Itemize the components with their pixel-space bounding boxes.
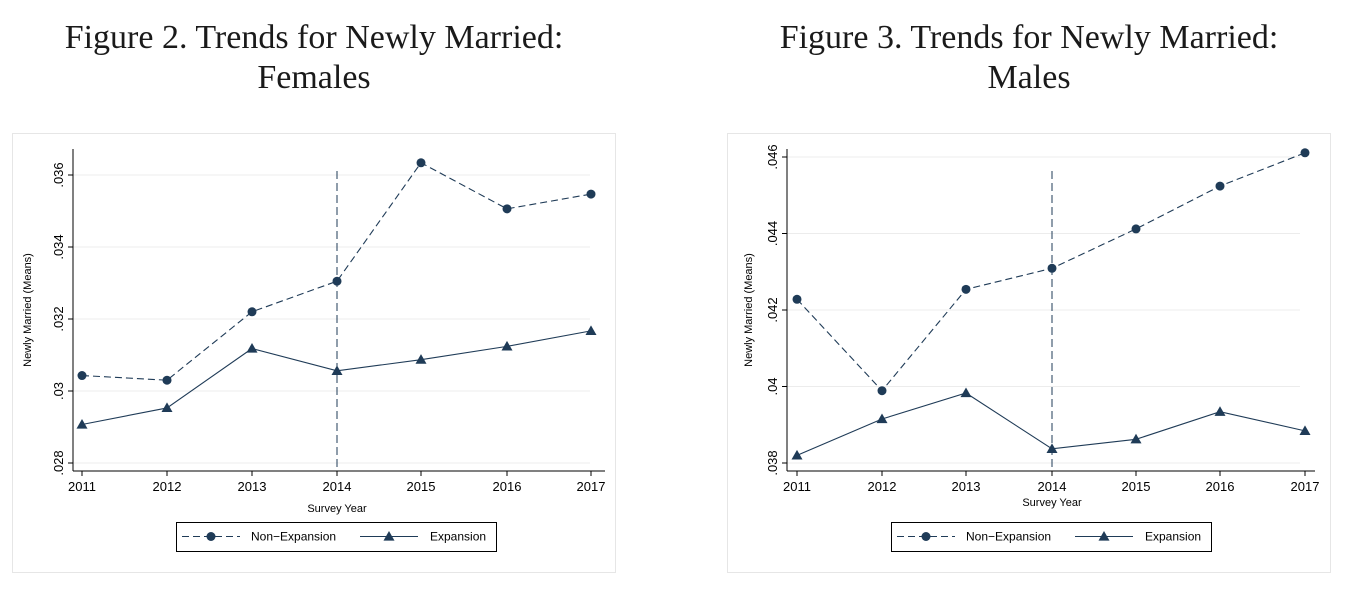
x-tick-label: 2016 [1206,479,1235,494]
legend-marker-circle [921,532,931,541]
y-tick-label: .044 [765,221,780,246]
x-tick-label: 2011 [68,479,96,494]
chart-frame [727,133,1331,573]
non-expansion-point [77,371,87,381]
chart-frame [12,133,616,573]
y-axis-title: Newly Married (Means) [22,253,34,367]
x-tick-label: 2012 [153,479,182,494]
legend-label-expansion: Expansion [430,530,486,544]
legend-label-non-expansion: Non−Expansion [966,530,1051,544]
legend: Non−Expansion Expansion [176,522,497,552]
y-tick-label: .036 [51,162,66,187]
x-axis-title: Survey Year [1022,497,1082,509]
non-expansion-point [1300,148,1310,158]
legend-label-non-expansion: Non−Expansion [251,530,336,544]
non-expansion-point [877,386,887,396]
expansion-point [585,325,597,336]
expansion-point [415,354,427,364]
non-expansion-point [586,189,596,199]
expansion-point [1046,443,1058,453]
x-tick-label: 2014 [323,479,352,494]
y-tick-label: .038 [765,450,780,475]
y-tick-label: .028 [51,450,66,475]
non-expansion-point [1131,224,1141,234]
x-tick-label: 2012 [868,479,897,494]
legend-marker-triangle [1098,531,1110,541]
x-axis-title: Survey Year [307,503,367,515]
x-tick-label: 2015 [407,479,436,494]
x-tick-label: 2014 [1038,479,1067,494]
legend-label-expansion: Expansion [1145,530,1201,544]
chart-3: .038 .04 .042 .044 .046 2011 2012 2013 2014 2015 2… [727,133,1331,573]
non-expansion-point [1047,263,1057,273]
expansion-point [331,365,343,375]
expansion-point [501,340,513,351]
non-expansion-point [502,204,512,214]
x-tick-label: 2017 [1291,479,1320,494]
expansion-point [1214,406,1226,416]
figure-3-title: Figure 3. Trends for Newly Married: Male… [727,18,1331,98]
non-expansion-point [961,284,971,294]
legend-marker-circle [206,532,216,541]
expansion-point [791,449,803,460]
legend-marker-triangle [383,531,395,541]
expansion-point [246,343,258,353]
expansion-point [960,387,972,398]
expansion-point [76,418,88,429]
chart-2: .028 .03 .032 .034 .036 2011 2012 2013 2014 2015 2… [12,133,616,573]
figure-3-title-line1: Figure 3. Trends for Newly Married: [779,19,1279,56]
expansion-point [1130,433,1142,444]
figure-2-title-line2: Females [257,59,371,96]
y-tick-label: .04 [765,377,780,395]
x-tick-label: 2013 [238,479,267,494]
x-tick-label: 2013 [952,479,981,494]
non-expansion-point [162,375,172,385]
expansion-point [1299,425,1311,435]
x-tick-label: 2011 [783,479,811,494]
non-expansion-point [332,276,342,286]
expansion-point [161,402,173,413]
x-tick-label: 2016 [493,479,522,494]
y-tick-label: .042 [765,297,780,322]
expansion-point [876,413,888,424]
y-tick-label: .034 [51,234,66,259]
non-expansion-point [1215,181,1225,191]
figure-2-title: Figure 2. Trends for Newly Married: Fema… [12,18,616,98]
x-tick-label: 2015 [1122,479,1151,494]
non-expansion-point [416,158,426,168]
y-tick-label: .032 [51,306,66,331]
legend: Non−Expansion Expansion [891,522,1212,552]
figure-2-title-line1: Figure 2. Trends for Newly Married: [64,19,564,56]
y-tick-label: .03 [51,382,66,400]
figure-3-title-line2: Males [987,59,1071,96]
y-axis-title: Newly Married (Means) [743,253,755,367]
non-expansion-point [792,294,802,304]
y-tick-label: .046 [765,144,780,169]
non-expansion-point [247,307,257,317]
x-tick-label: 2017 [577,479,606,494]
